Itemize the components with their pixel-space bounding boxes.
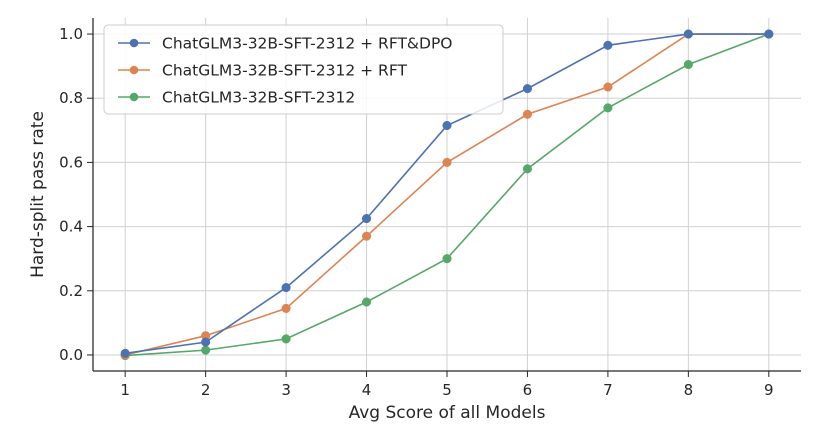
data-point: [603, 40, 613, 50]
x-tick-label: 1: [120, 381, 130, 399]
x-tick-label: 9: [764, 381, 774, 399]
data-point: [281, 303, 291, 313]
data-point: [361, 231, 372, 241]
data-point: [281, 283, 291, 293]
legend-marker: [129, 38, 139, 48]
data-point: [522, 84, 533, 94]
data-point: [764, 29, 774, 39]
data-point: [683, 29, 693, 39]
data-point: [522, 109, 533, 119]
series-group: [120, 29, 774, 361]
y-tick-label: 0.8: [59, 89, 83, 107]
y-tick-label: 0.4: [59, 218, 83, 236]
x-tick-label: 6: [523, 381, 533, 399]
y-tick-label: 0.2: [59, 282, 83, 300]
data-point: [361, 297, 372, 307]
data-point: [442, 120, 452, 131]
legend-item-0: ChatGLM3-32B-SFT-2312 + RFT&DPO: [118, 35, 453, 53]
data-point: [361, 214, 372, 224]
legend-marker: [129, 65, 139, 75]
x-tick-label: 5: [442, 381, 452, 399]
data-point: [120, 348, 130, 358]
legend: ChatGLM3-32B-SFT-2312 + RFT&DPO ChatGLM3-…: [103, 24, 504, 115]
axes: 1 2 3 4 5 6 7 8 9 0.0 0.2 0.4 0.6 0.8 1.0 Avg Score of …: [28, 18, 801, 423]
legend-label: ChatGLM3-32B-SFT-2312: [162, 89, 355, 107]
data-point: [522, 164, 533, 174]
x-axis-label: Avg Score of all Models: [349, 403, 546, 423]
legend-marker: [129, 92, 139, 102]
legend-label: ChatGLM3-32B-SFT-2312 + RFT&DPO: [162, 35, 453, 53]
y-tick-label: 0.6: [59, 153, 83, 171]
y-axis-label: Hard-split pass rate: [28, 111, 48, 278]
data-point: [683, 59, 693, 70]
y-tick-label: 0.0: [59, 346, 83, 364]
data-point: [281, 334, 291, 344]
data-point: [442, 254, 452, 264]
x-tick-label: 3: [281, 381, 291, 399]
legend-label: ChatGLM3-32B-SFT-2312 + RFT: [162, 62, 407, 80]
data-point: [442, 157, 452, 167]
legend-box: [103, 24, 504, 115]
y-tick-label: 1.0: [59, 25, 83, 43]
data-point: [603, 82, 613, 92]
legend-item-1: ChatGLM3-32B-SFT-2312 + RFT: [118, 62, 407, 80]
x-tick-label: 7: [603, 381, 613, 399]
legend-item-2: ChatGLM3-32B-SFT-2312: [118, 89, 355, 107]
data-point: [603, 103, 613, 113]
x-tick-label: 4: [362, 381, 372, 399]
data-point: [201, 337, 211, 347]
x-tick-label: 2: [201, 381, 211, 399]
x-tick-label: 8: [684, 381, 694, 399]
series-0: [120, 29, 774, 358]
data-point: [201, 345, 211, 355]
